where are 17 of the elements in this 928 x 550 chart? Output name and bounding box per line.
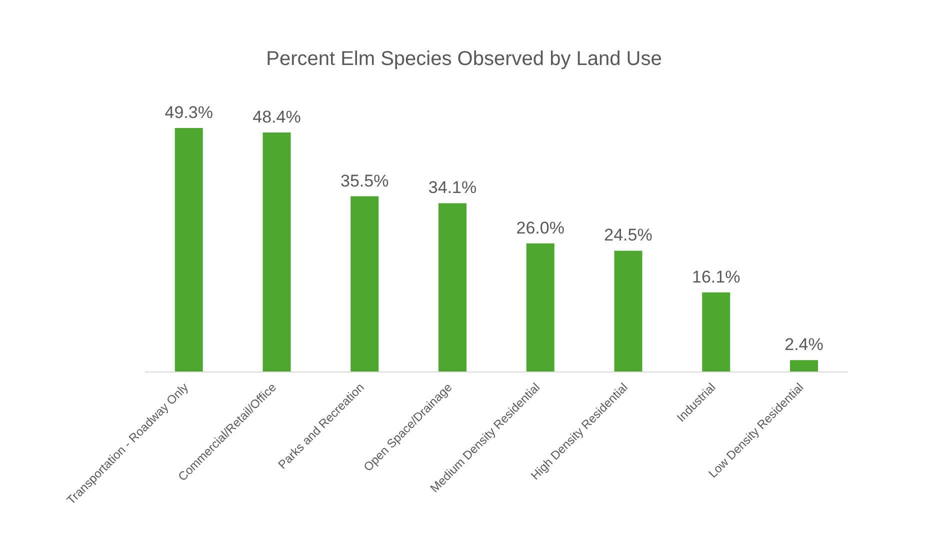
bar — [438, 203, 467, 372]
bar — [526, 243, 554, 372]
data-label: 26.0% — [516, 218, 564, 238]
data-label: 34.1% — [428, 178, 477, 198]
bar — [614, 250, 642, 372]
data-label: 16.1% — [692, 267, 740, 286]
data-label: 2.4% — [784, 335, 824, 354]
data-label: 24.5% — [604, 226, 652, 245]
bar — [350, 196, 379, 372]
data-label: 35.5% — [340, 171, 389, 190]
data-label: 48.4% — [252, 107, 301, 126]
data-label: 49.3% — [164, 103, 213, 122]
bar — [702, 292, 730, 372]
bar — [790, 360, 818, 372]
chart-title: Percent Elm Species Observed by Land Use — [265, 48, 663, 71]
bar — [174, 128, 203, 372]
bar — [262, 132, 291, 372]
